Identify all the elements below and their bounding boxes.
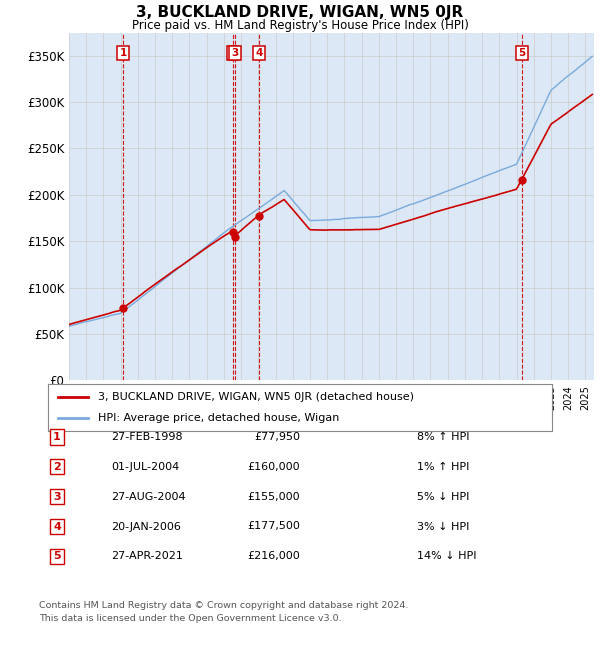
Text: 27-APR-2021: 27-APR-2021 (111, 551, 183, 562)
Text: 3, BUCKLAND DRIVE, WIGAN, WN5 0JR: 3, BUCKLAND DRIVE, WIGAN, WN5 0JR (136, 5, 464, 20)
Text: HPI: Average price, detached house, Wigan: HPI: Average price, detached house, Wiga… (98, 413, 340, 423)
Text: Price paid vs. HM Land Registry's House Price Index (HPI): Price paid vs. HM Land Registry's House … (131, 20, 469, 32)
Text: £155,000: £155,000 (247, 491, 300, 502)
Text: 5: 5 (518, 48, 526, 58)
Text: 3, BUCKLAND DRIVE, WIGAN, WN5 0JR (detached house): 3, BUCKLAND DRIVE, WIGAN, WN5 0JR (detac… (98, 392, 415, 402)
Text: 8% ↑ HPI: 8% ↑ HPI (417, 432, 469, 442)
Text: 3% ↓ HPI: 3% ↓ HPI (417, 521, 469, 532)
Text: 27-FEB-1998: 27-FEB-1998 (111, 432, 182, 442)
Text: 1% ↑ HPI: 1% ↑ HPI (417, 462, 469, 472)
Text: 3: 3 (232, 48, 239, 58)
Text: Contains HM Land Registry data © Crown copyright and database right 2024.
This d: Contains HM Land Registry data © Crown c… (39, 601, 409, 623)
Text: £77,950: £77,950 (254, 432, 300, 442)
Text: 5% ↓ HPI: 5% ↓ HPI (417, 491, 469, 502)
Text: 4: 4 (256, 48, 263, 58)
Text: 01-JUL-2004: 01-JUL-2004 (111, 462, 179, 472)
Text: 3: 3 (53, 491, 61, 502)
Text: 2: 2 (53, 462, 61, 472)
Text: 4: 4 (53, 521, 61, 532)
Text: 1: 1 (120, 48, 127, 58)
Text: £216,000: £216,000 (247, 551, 300, 562)
Text: 5: 5 (53, 551, 61, 562)
Text: £177,500: £177,500 (247, 521, 300, 532)
Text: 14% ↓ HPI: 14% ↓ HPI (417, 551, 476, 562)
Text: 2: 2 (229, 48, 236, 58)
Text: 27-AUG-2004: 27-AUG-2004 (111, 491, 185, 502)
Text: 1: 1 (53, 432, 61, 442)
Text: £160,000: £160,000 (247, 462, 300, 472)
Text: 20-JAN-2006: 20-JAN-2006 (111, 521, 181, 532)
